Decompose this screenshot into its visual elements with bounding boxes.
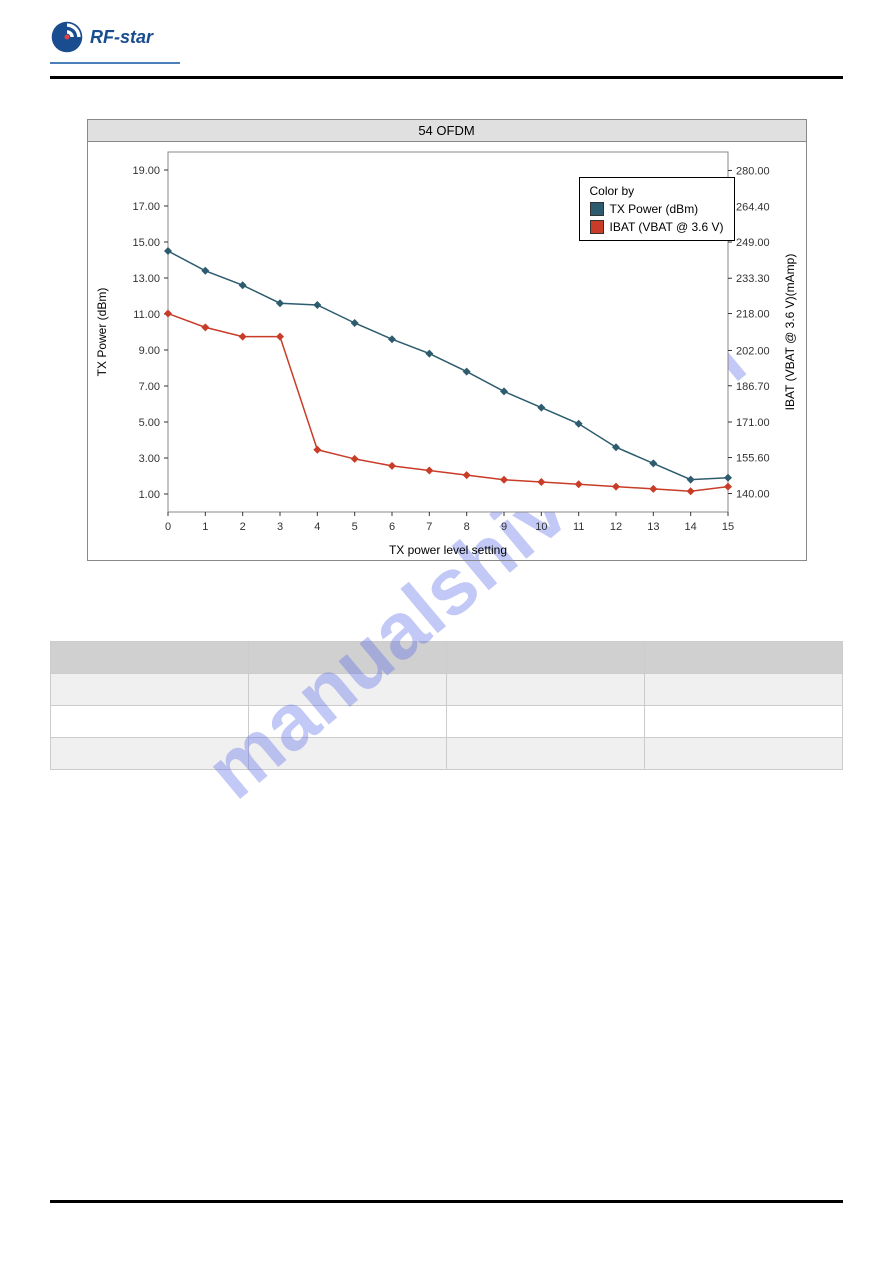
svg-text:12: 12	[609, 521, 621, 533]
svg-text:155.60: 155.60	[736, 453, 770, 465]
svg-text:14: 14	[684, 521, 696, 533]
data-table	[50, 641, 843, 770]
svg-text:202.00: 202.00	[736, 345, 770, 357]
svg-text:6: 6	[388, 521, 394, 533]
svg-text:TX Power (dBm): TX Power (dBm)	[95, 288, 109, 377]
svg-text:280.00: 280.00	[736, 165, 770, 177]
svg-text:10: 10	[535, 521, 547, 533]
legend-title: Color by	[590, 184, 724, 198]
data-table-area	[50, 641, 843, 770]
table-cell	[645, 706, 843, 738]
svg-text:171.00: 171.00	[736, 417, 770, 429]
svg-text:IBAT (VBAT @ 3.6 V)(mAmp): IBAT (VBAT @ 3.6 V)(mAmp)	[783, 254, 797, 411]
legend-swatch	[590, 202, 604, 216]
header-logo-area: RF-star	[50, 20, 180, 64]
svg-text:9: 9	[500, 521, 506, 533]
svg-text:13.00: 13.00	[132, 273, 160, 285]
table-cell	[447, 706, 645, 738]
brand-name: RF-star	[90, 27, 153, 48]
svg-text:1: 1	[202, 521, 208, 533]
svg-text:264.40: 264.40	[736, 201, 770, 213]
table-row	[51, 706, 843, 738]
table-row	[51, 738, 843, 770]
table-cell	[249, 674, 447, 706]
table-row	[51, 674, 843, 706]
legend-label: IBAT (VBAT @ 3.6 V)	[610, 220, 724, 234]
svg-text:186.70: 186.70	[736, 381, 770, 393]
table-cell	[249, 738, 447, 770]
legend-label: TX Power (dBm)	[610, 202, 699, 216]
svg-text:1.00: 1.00	[138, 489, 159, 501]
svg-text:0: 0	[164, 521, 170, 533]
svg-text:11: 11	[572, 521, 583, 533]
svg-text:4: 4	[314, 521, 320, 533]
top-divider	[50, 76, 843, 79]
svg-text:7: 7	[426, 521, 432, 533]
svg-text:140.00: 140.00	[736, 489, 770, 501]
rf-star-logo-icon	[50, 20, 84, 54]
table-cell	[51, 706, 249, 738]
svg-text:8: 8	[463, 521, 469, 533]
svg-text:3.00: 3.00	[138, 453, 159, 465]
table-cell	[645, 674, 843, 706]
legend-item: IBAT (VBAT @ 3.6 V)	[590, 220, 724, 234]
table-cell	[645, 738, 843, 770]
svg-text:17.00: 17.00	[132, 201, 160, 213]
svg-text:TX power level setting: TX power level setting	[388, 543, 506, 557]
svg-text:2: 2	[239, 521, 245, 533]
table-cell	[249, 706, 447, 738]
svg-text:15.00: 15.00	[132, 237, 160, 249]
table-cell	[51, 738, 249, 770]
chart-container: 54 OFDM 1.003.005.007.009.0011.0013.0015…	[87, 119, 807, 561]
legend-swatch	[590, 220, 604, 234]
legend-item: TX Power (dBm)	[590, 202, 724, 216]
svg-text:3: 3	[276, 521, 282, 533]
table-cell	[447, 738, 645, 770]
chart-title: 54 OFDM	[87, 119, 807, 141]
svg-text:13: 13	[647, 521, 659, 533]
table-header-cell	[51, 642, 249, 674]
table-cell	[447, 674, 645, 706]
table-header-cell	[645, 642, 843, 674]
table-header-cell	[447, 642, 645, 674]
bottom-divider	[50, 1200, 843, 1203]
svg-text:218.00: 218.00	[736, 309, 770, 321]
table-cell	[51, 674, 249, 706]
svg-text:7.00: 7.00	[138, 381, 159, 393]
chart-legend: Color by TX Power (dBm) IBAT (VBAT @ 3.6 …	[579, 177, 735, 241]
svg-text:233.30: 233.30	[736, 273, 770, 285]
svg-text:19.00: 19.00	[132, 165, 160, 177]
svg-text:11.00: 11.00	[133, 309, 160, 321]
table-header-cell	[249, 642, 447, 674]
svg-text:249.00: 249.00	[736, 237, 770, 249]
svg-text:15: 15	[721, 521, 733, 533]
svg-text:5.00: 5.00	[138, 417, 159, 429]
svg-text:5: 5	[351, 521, 357, 533]
svg-text:9.00: 9.00	[138, 345, 159, 357]
